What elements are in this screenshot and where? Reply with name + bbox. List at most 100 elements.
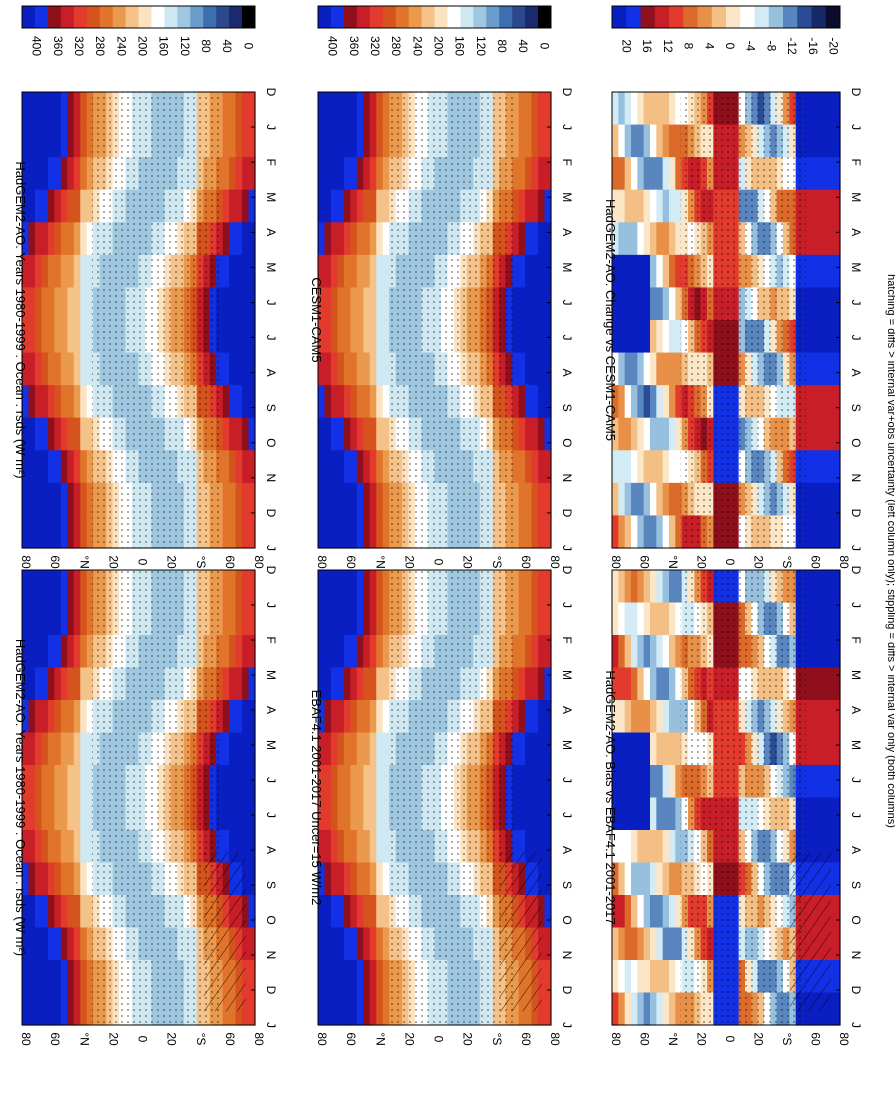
heatmap-cell xyxy=(833,797,841,831)
heatmap-cell xyxy=(248,667,256,701)
heatmap-cell xyxy=(518,830,526,864)
heatmap-cell xyxy=(222,417,230,451)
heatmap-cell xyxy=(808,797,816,831)
month-tick-label: J xyxy=(560,124,574,130)
heatmap-cell xyxy=(324,667,332,701)
heatmap-cell xyxy=(54,124,62,158)
heatmap-cell xyxy=(675,667,683,701)
heatmap-cell xyxy=(248,287,256,321)
hatching-overlay xyxy=(499,852,542,1012)
heatmap-cell xyxy=(612,92,619,126)
heatmap-cell xyxy=(531,797,539,831)
heatmap-cell xyxy=(67,287,75,321)
colorbar-tick-label: 280 xyxy=(389,36,403,56)
heatmap-cell xyxy=(376,254,384,289)
heatmap-cell xyxy=(67,417,75,451)
heatmap-cell xyxy=(369,385,377,419)
heatmap-cell xyxy=(538,254,546,289)
heatmap-cell xyxy=(637,450,645,484)
heatmap-cell xyxy=(538,157,546,191)
heatmap-cell xyxy=(814,385,822,419)
heatmap-cell xyxy=(363,189,371,223)
heatmap-cell xyxy=(350,992,358,1026)
heatmap-cell xyxy=(350,635,358,669)
heatmap-cell xyxy=(525,287,533,321)
heatmap-cell xyxy=(34,895,43,929)
heatmap-cell xyxy=(337,732,345,766)
heatmap-cell xyxy=(330,732,339,766)
heatmap-cell xyxy=(631,157,638,191)
heatmap-cell xyxy=(343,287,351,321)
colorbar-tick-label: -8 xyxy=(765,41,779,52)
heatmap-cell xyxy=(229,352,237,386)
heatmap-cell xyxy=(229,570,237,604)
heatmap-cell xyxy=(22,927,30,961)
heatmap-cell xyxy=(248,385,256,419)
heatmap-cell xyxy=(41,254,49,289)
colorbar-swatch xyxy=(330,6,345,28)
heatmap-cell xyxy=(624,92,632,126)
heatmap-cell xyxy=(73,960,81,994)
heatmap-cell xyxy=(618,602,626,636)
heatmap-cell xyxy=(612,732,619,766)
heatmap-cell xyxy=(538,667,546,701)
panel-frame xyxy=(317,91,552,549)
heatmap-cell xyxy=(363,862,371,896)
heatmap-cell xyxy=(67,352,75,386)
heatmap-cell xyxy=(22,895,30,929)
panel-title: HadGEM2-AO: Change vs CESM1-CAM5 xyxy=(603,199,618,441)
heatmap-cell xyxy=(821,482,828,517)
heatmap-cell xyxy=(248,450,256,484)
heatmap-cell xyxy=(376,515,384,549)
heatmap-cell xyxy=(337,189,345,223)
heatmap-cell xyxy=(631,92,638,126)
heatmap-cell xyxy=(650,92,657,126)
heatmap-cell xyxy=(544,124,552,158)
heatmap-cell xyxy=(538,352,546,386)
heatmap-cell xyxy=(318,515,326,549)
heatmap-cell xyxy=(643,765,651,799)
heatmap-cell xyxy=(833,732,841,766)
heatmap-cell xyxy=(330,830,339,864)
heatmap-cell xyxy=(833,602,841,636)
heatmap-cell xyxy=(544,189,552,223)
heatmap-cell xyxy=(47,450,55,484)
heatmap-cell xyxy=(643,700,651,734)
heatmap-cell xyxy=(343,732,351,766)
heatmap-cell xyxy=(330,222,339,256)
heatmap-cell xyxy=(656,667,664,701)
heatmap-cell xyxy=(363,287,371,321)
heatmap-cell xyxy=(662,927,670,961)
heatmap-cell xyxy=(808,417,816,451)
heatmap-cell xyxy=(60,385,68,419)
heatmap-cell xyxy=(382,570,390,604)
heatmap-cell xyxy=(67,732,75,766)
colorbar-tick-label: 120 xyxy=(474,36,488,56)
colorbar-tick-label: -16 xyxy=(806,37,820,55)
heatmap-cell xyxy=(34,450,43,484)
heatmap-cell xyxy=(34,482,43,517)
heatmap-cell xyxy=(376,352,384,386)
heatmap-cell xyxy=(22,189,30,223)
colorbar-tick-label: 400 xyxy=(326,36,340,56)
heatmap-cell xyxy=(669,450,676,484)
heatmap-cell xyxy=(80,992,88,1026)
colorbar-swatch xyxy=(538,6,552,28)
heatmap-cell xyxy=(650,320,657,354)
heatmap-cell xyxy=(518,515,526,549)
heatmap-cell xyxy=(60,417,68,451)
heatmap-cell xyxy=(833,124,841,158)
heatmap-cell xyxy=(41,287,49,321)
heatmap-cell xyxy=(821,700,828,734)
heatmap-cell xyxy=(41,732,49,766)
heatmap-cell xyxy=(544,602,552,636)
colorbar-tick-label: 8 xyxy=(682,43,696,50)
heatmap-cell xyxy=(28,700,36,734)
heatmap-cell xyxy=(376,992,384,1026)
heatmap-cell xyxy=(337,482,345,517)
heatmap-cell xyxy=(618,385,626,419)
latitude-tick-label: °S xyxy=(780,1033,794,1046)
heatmap-cell xyxy=(248,927,256,961)
heatmap-cell xyxy=(544,222,552,256)
heatmap-cell xyxy=(675,352,683,386)
